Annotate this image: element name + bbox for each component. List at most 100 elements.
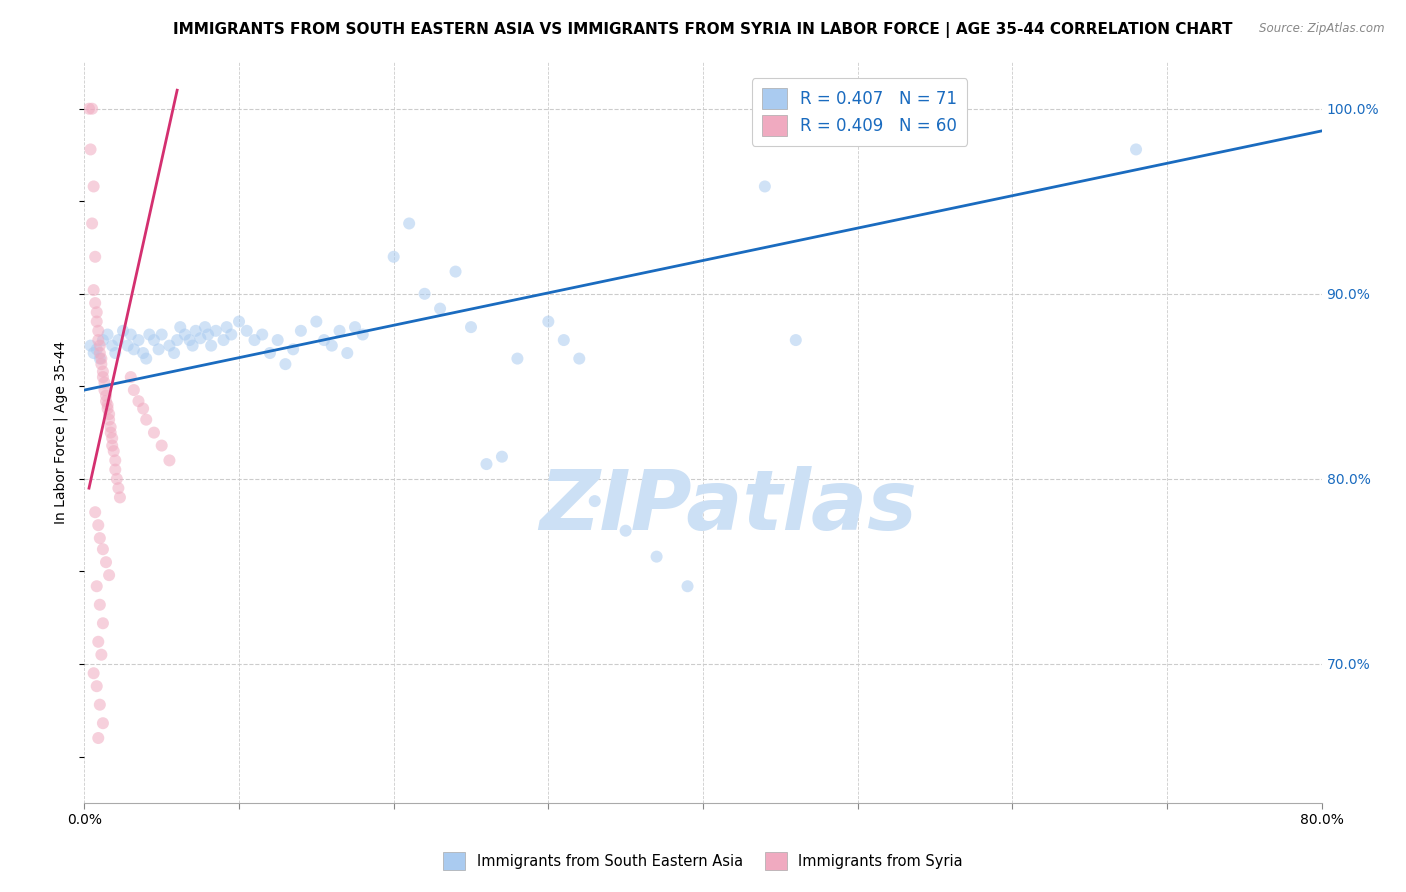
Point bbox=[219, 327, 242, 342]
Point bbox=[132, 346, 155, 360]
Point bbox=[91, 333, 114, 347]
Point bbox=[343, 320, 366, 334]
Point bbox=[104, 346, 127, 360]
Point bbox=[228, 314, 250, 328]
Point bbox=[754, 179, 776, 194]
Point bbox=[98, 412, 121, 426]
Point bbox=[184, 324, 207, 338]
Text: Source: ZipAtlas.com: Source: ZipAtlas.com bbox=[1260, 22, 1385, 36]
Point bbox=[93, 376, 115, 390]
Point bbox=[194, 320, 217, 334]
Point bbox=[537, 314, 560, 328]
Y-axis label: In Labor Force | Age 35-44: In Labor Force | Age 35-44 bbox=[53, 341, 69, 524]
Point bbox=[84, 505, 107, 519]
Point bbox=[132, 401, 155, 416]
Point bbox=[243, 333, 266, 347]
Point bbox=[553, 333, 575, 347]
Point bbox=[460, 320, 482, 334]
Point bbox=[94, 555, 117, 569]
Point bbox=[352, 327, 374, 342]
Point bbox=[86, 314, 108, 328]
Point bbox=[87, 324, 110, 338]
Point bbox=[491, 450, 513, 464]
Point bbox=[84, 296, 107, 310]
Point bbox=[676, 579, 699, 593]
Point bbox=[86, 305, 108, 319]
Point bbox=[93, 383, 115, 397]
Point bbox=[122, 343, 145, 357]
Point bbox=[169, 320, 191, 334]
Point bbox=[108, 491, 131, 505]
Point bbox=[91, 370, 114, 384]
Point bbox=[197, 327, 219, 342]
Point bbox=[645, 549, 668, 564]
Point bbox=[568, 351, 591, 366]
Point bbox=[163, 346, 186, 360]
Point bbox=[274, 357, 297, 371]
Point bbox=[143, 425, 166, 440]
Point bbox=[120, 370, 142, 384]
Point bbox=[96, 398, 118, 412]
Point bbox=[159, 453, 180, 467]
Point bbox=[382, 250, 405, 264]
Point bbox=[398, 217, 420, 231]
Point bbox=[89, 346, 111, 360]
Legend: R = 0.407   N = 71, R = 0.409   N = 60: R = 0.407 N = 71, R = 0.409 N = 60 bbox=[752, 78, 967, 145]
Point bbox=[96, 327, 118, 342]
Point bbox=[89, 351, 111, 366]
Point bbox=[200, 338, 222, 352]
Point bbox=[87, 634, 110, 648]
Point bbox=[321, 338, 343, 352]
Point bbox=[250, 327, 273, 342]
Text: ZIPatlas: ZIPatlas bbox=[538, 467, 917, 547]
Point bbox=[98, 407, 121, 421]
Point bbox=[96, 401, 118, 416]
Point bbox=[181, 338, 204, 352]
Point bbox=[148, 343, 170, 357]
Point bbox=[188, 331, 211, 345]
Point bbox=[281, 343, 305, 357]
Point bbox=[159, 338, 180, 352]
Point bbox=[79, 143, 101, 157]
Point bbox=[785, 333, 807, 347]
Point bbox=[98, 568, 121, 582]
Point bbox=[122, 383, 145, 397]
Point bbox=[290, 324, 312, 338]
Point bbox=[87, 518, 110, 533]
Point bbox=[135, 412, 157, 426]
Point bbox=[89, 338, 111, 352]
Point bbox=[117, 338, 139, 352]
Point bbox=[82, 102, 104, 116]
Point bbox=[84, 250, 107, 264]
Point bbox=[583, 494, 606, 508]
Point bbox=[79, 338, 101, 352]
Point bbox=[135, 351, 157, 366]
Point bbox=[91, 716, 114, 731]
Point bbox=[104, 453, 127, 467]
Point bbox=[86, 343, 108, 357]
Point bbox=[90, 357, 112, 371]
Point bbox=[91, 616, 114, 631]
Point bbox=[305, 314, 328, 328]
Point bbox=[104, 462, 127, 476]
Point bbox=[1125, 143, 1147, 157]
Point bbox=[89, 598, 111, 612]
Point bbox=[413, 286, 436, 301]
Point bbox=[83, 179, 105, 194]
Point bbox=[101, 338, 124, 352]
Point bbox=[107, 333, 129, 347]
Point bbox=[179, 333, 201, 347]
Point bbox=[444, 264, 467, 278]
Point bbox=[91, 365, 114, 379]
Text: IMMIGRANTS FROM SOUTH EASTERN ASIA VS IMMIGRANTS FROM SYRIA IN LABOR FORCE | AGE: IMMIGRANTS FROM SOUTH EASTERN ASIA VS IM… bbox=[173, 22, 1233, 38]
Point bbox=[87, 333, 110, 347]
Point bbox=[150, 439, 173, 453]
Point bbox=[82, 217, 104, 231]
Point bbox=[90, 648, 112, 662]
Point bbox=[89, 531, 111, 545]
Point bbox=[83, 283, 105, 297]
Point bbox=[127, 394, 149, 409]
Point bbox=[83, 346, 105, 360]
Legend: Immigrants from South Eastern Asia, Immigrants from Syria: Immigrants from South Eastern Asia, Immi… bbox=[437, 847, 969, 876]
Point bbox=[212, 333, 235, 347]
